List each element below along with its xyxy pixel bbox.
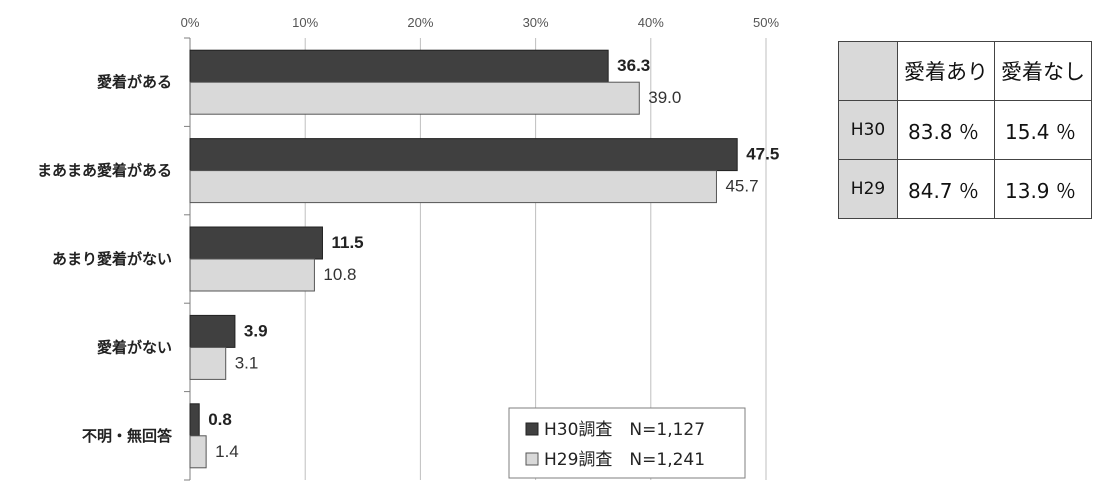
table-cell: 13.9 ％ xyxy=(994,159,1092,219)
data-label-h29: 3.1 xyxy=(235,353,259,372)
data-label-h30: 11.5 xyxy=(331,233,363,252)
table-row: H30 83.8 ％ 15.4 ％ xyxy=(838,100,1092,160)
bar-chart: 0% 10% 20% 30% 40% 50% 愛着があるまあまあ愛着があるあまり愛着がない愛… xyxy=(37,15,779,481)
data-label-h30: 47.5 xyxy=(746,145,779,164)
summary-table: 愛着あり 愛着なし H30 83.8 ％ 15.4 ％ H29 84.7 ％ 1… xyxy=(838,41,1092,219)
bar-h29 xyxy=(189,81,640,115)
data-label-h30: 0.8 xyxy=(208,410,232,429)
legend-swatch-h30 xyxy=(525,422,539,436)
legend-label-h30: H30調査 N=1,127 xyxy=(544,420,705,440)
legend-label-h29: H29調査 N=1,241 xyxy=(544,450,705,470)
category-label: 愛着がない xyxy=(97,338,172,356)
legend-box xyxy=(508,407,746,479)
category-label: 不明・無回答 xyxy=(82,427,173,445)
bar-h30 xyxy=(189,138,738,172)
data-label-h29: 1.4 xyxy=(215,442,239,461)
x-tick-label: 20% xyxy=(407,15,433,30)
table-row: H29 84.7 ％ 13.9 ％ xyxy=(838,159,1092,219)
bar-h29 xyxy=(189,258,315,292)
bar-h29 xyxy=(189,170,717,204)
table-corner-cell xyxy=(838,41,898,101)
legend-swatch-h29 xyxy=(525,452,539,466)
table-cell: 83.8 ％ xyxy=(897,100,995,160)
data-label-h30: 36.3 xyxy=(617,56,650,75)
category-label: まあまあ愛着がある xyxy=(37,162,172,180)
data-label-h30: 3.9 xyxy=(244,321,268,340)
x-tick-label: 30% xyxy=(523,15,549,30)
bar-h30 xyxy=(189,226,323,260)
x-tick-label: 50% xyxy=(753,15,779,30)
table-cell: 84.7 ％ xyxy=(897,159,995,219)
table-header-not-attached: 愛着なし xyxy=(994,41,1092,101)
x-tick-label: 10% xyxy=(292,15,318,30)
bar-h30 xyxy=(189,314,236,348)
bar-h30 xyxy=(189,403,200,437)
category-label: 愛着がある xyxy=(97,73,172,91)
x-tick-label: 0% xyxy=(181,15,200,30)
bar-h29 xyxy=(189,346,227,380)
data-label-h29: 39.0 xyxy=(648,88,681,107)
bar-h30 xyxy=(189,49,609,83)
bar-h29 xyxy=(189,435,207,469)
table-cell: 15.4 ％ xyxy=(994,100,1092,160)
table-header-attached: 愛着あり xyxy=(897,41,995,101)
table-header-row: 愛着あり 愛着なし xyxy=(838,41,1092,101)
x-tick-label: 40% xyxy=(638,15,664,30)
table-row-label: H30 xyxy=(838,100,898,160)
data-label-h29: 10.8 xyxy=(323,265,356,284)
category-label: あまり愛着がない xyxy=(52,250,172,268)
table-row-label: H29 xyxy=(838,159,898,219)
data-label-h29: 45.7 xyxy=(725,177,758,196)
